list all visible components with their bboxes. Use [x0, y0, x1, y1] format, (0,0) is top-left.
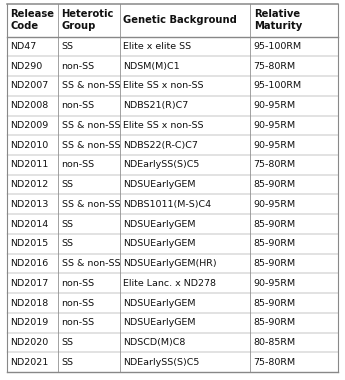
Text: non-SS: non-SS	[61, 101, 95, 110]
Text: ND2021: ND2021	[10, 358, 48, 367]
Text: SS: SS	[61, 42, 73, 51]
Text: 80-85RM: 80-85RM	[254, 338, 296, 347]
Text: SS & non-SS: SS & non-SS	[61, 141, 120, 150]
Text: SS: SS	[61, 338, 73, 347]
Text: 85-90RM: 85-90RM	[254, 180, 296, 189]
Text: SS & non-SS: SS & non-SS	[61, 121, 120, 130]
Text: NDBS22(R-C)C7: NDBS22(R-C)C7	[123, 141, 198, 150]
Text: ND2009: ND2009	[10, 121, 48, 130]
Text: NDSUEarlyGEM: NDSUEarlyGEM	[123, 318, 195, 327]
Text: Elite x elite SS: Elite x elite SS	[123, 42, 191, 51]
Text: Elite SS x non-SS: Elite SS x non-SS	[123, 81, 203, 90]
Text: 95-100RM: 95-100RM	[254, 81, 302, 90]
Text: non-SS: non-SS	[61, 318, 95, 327]
Text: NDSUEarlyGEM: NDSUEarlyGEM	[123, 220, 195, 229]
Text: Heterotic
Group: Heterotic Group	[61, 10, 114, 31]
Text: NDEarlySS(S)C5: NDEarlySS(S)C5	[123, 160, 199, 169]
Text: 75-80RM: 75-80RM	[254, 160, 296, 169]
Text: NDSM(M)C1: NDSM(M)C1	[123, 62, 179, 71]
Text: SS & non-SS: SS & non-SS	[61, 200, 120, 209]
Text: 85-90RM: 85-90RM	[254, 239, 296, 248]
Text: ND47: ND47	[10, 42, 37, 51]
Text: 90-95RM: 90-95RM	[254, 279, 296, 288]
Text: non-SS: non-SS	[61, 160, 95, 169]
Text: NDEarlySS(S)C5: NDEarlySS(S)C5	[123, 358, 199, 367]
Text: ND2013: ND2013	[10, 200, 49, 209]
Text: SS: SS	[61, 180, 73, 189]
Text: 90-95RM: 90-95RM	[254, 200, 296, 209]
Text: NDBS21(R)C7: NDBS21(R)C7	[123, 101, 188, 110]
Text: Relative
Maturity: Relative Maturity	[254, 10, 302, 31]
Text: ND2014: ND2014	[10, 220, 48, 229]
Text: ND2019: ND2019	[10, 318, 48, 327]
Text: 90-95RM: 90-95RM	[254, 101, 296, 110]
Text: 90-95RM: 90-95RM	[254, 121, 296, 130]
Text: SS: SS	[61, 220, 73, 229]
Text: NDSCD(M)C8: NDSCD(M)C8	[123, 338, 185, 347]
Text: NDSUEarlyGEM: NDSUEarlyGEM	[123, 239, 195, 248]
Text: 90-95RM: 90-95RM	[254, 141, 296, 150]
Text: 85-90RM: 85-90RM	[254, 299, 296, 307]
Text: Elite SS x non-SS: Elite SS x non-SS	[123, 121, 203, 130]
Text: ND2010: ND2010	[10, 141, 48, 150]
Text: Release
Code: Release Code	[10, 10, 54, 31]
Text: ND2007: ND2007	[10, 81, 48, 90]
Text: ND290: ND290	[10, 62, 42, 71]
Text: Genetic Background: Genetic Background	[123, 15, 237, 25]
Text: NDSUEarlyGEM: NDSUEarlyGEM	[123, 299, 195, 307]
Text: ND2020: ND2020	[10, 338, 48, 347]
Text: Elite Lanc. x ND278: Elite Lanc. x ND278	[123, 279, 216, 288]
Text: 75-80RM: 75-80RM	[254, 62, 296, 71]
Text: SS: SS	[61, 239, 73, 248]
Text: SS & non-SS: SS & non-SS	[61, 259, 120, 268]
Text: NDSUEarlyGEM(HR): NDSUEarlyGEM(HR)	[123, 259, 216, 268]
Text: SS & non-SS: SS & non-SS	[61, 81, 120, 90]
Text: ND2015: ND2015	[10, 239, 48, 248]
Text: non-SS: non-SS	[61, 279, 95, 288]
Text: ND2016: ND2016	[10, 259, 48, 268]
Text: NDBS1011(M-S)C4: NDBS1011(M-S)C4	[123, 200, 211, 209]
Text: ND2012: ND2012	[10, 180, 48, 189]
Text: NDSUEarlyGEM: NDSUEarlyGEM	[123, 180, 195, 189]
Text: ND2018: ND2018	[10, 299, 48, 307]
Text: 85-90RM: 85-90RM	[254, 318, 296, 327]
Text: SS: SS	[61, 358, 73, 367]
Text: 95-100RM: 95-100RM	[254, 42, 302, 51]
Text: 75-80RM: 75-80RM	[254, 358, 296, 367]
Text: ND2008: ND2008	[10, 101, 48, 110]
Text: 85-90RM: 85-90RM	[254, 220, 296, 229]
Text: ND2011: ND2011	[10, 160, 48, 169]
Text: non-SS: non-SS	[61, 299, 95, 307]
Text: ND2017: ND2017	[10, 279, 48, 288]
Text: non-SS: non-SS	[61, 62, 95, 71]
Text: 85-90RM: 85-90RM	[254, 259, 296, 268]
